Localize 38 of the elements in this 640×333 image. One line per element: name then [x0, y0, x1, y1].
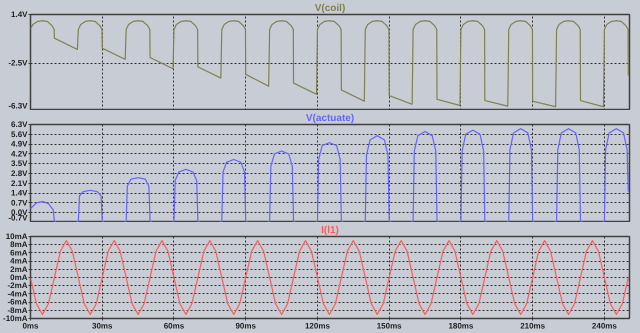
y-tick-label: 0mA [10, 273, 28, 282]
chart-title: V(coil) [314, 3, 346, 14]
y-tick-label: -2mA [7, 281, 28, 290]
x-tick-label: 30ms [92, 322, 114, 330]
y-tick-label: 10mA [6, 232, 28, 241]
x-tick-label: 90ms [235, 322, 256, 330]
x-tick-label: 0ms [22, 322, 40, 330]
y-tick-label: 4mA [10, 256, 28, 266]
y-tick-label: -8mA [7, 306, 28, 315]
y-tick-label: 2mA [10, 264, 28, 274]
x-tick-label: 240ms [592, 322, 618, 330]
y-tick-label: -4mA [7, 289, 28, 298]
y-tick-label: 8mA [10, 240, 28, 250]
y-tick-label: -0.7V [8, 214, 28, 222]
x-tick-label: 60ms [164, 322, 185, 330]
x-tick-label: 180ms [448, 322, 474, 330]
y-tick-label: 3.5V [11, 159, 28, 168]
x-tick-label: 150ms [376, 322, 402, 330]
chart-title: V(actuate) [306, 113, 354, 124]
line-series [30, 240, 629, 315]
y-tick-label: -2.5V [8, 58, 28, 68]
y-tick-label: 0.7V [11, 198, 28, 208]
y-tick-label: 1.4V [11, 10, 28, 19]
y-tick-label: 1.4V [11, 188, 28, 198]
y-tick-label: 2.1V [11, 178, 28, 188]
y-tick-label: 4.2V [11, 149, 28, 158]
x-tick-label: 120ms [304, 322, 330, 330]
y-tick-label: -10mA [3, 314, 28, 323]
chart-title: I(l1) [321, 225, 339, 236]
y-tick-label: 4.9V [11, 140, 28, 149]
y-tick-label: -6mA [7, 298, 28, 307]
y-tick-label: 2.8V [11, 169, 28, 178]
x-tick-label: 210ms [520, 322, 546, 330]
y-tick-label: 6mA [10, 248, 28, 258]
line-series [30, 128, 629, 222]
y-tick-label: 5.6V [11, 130, 28, 139]
y-tick-label: -6.3V [8, 102, 28, 110]
y-tick-label: 6.3V [11, 120, 28, 129]
